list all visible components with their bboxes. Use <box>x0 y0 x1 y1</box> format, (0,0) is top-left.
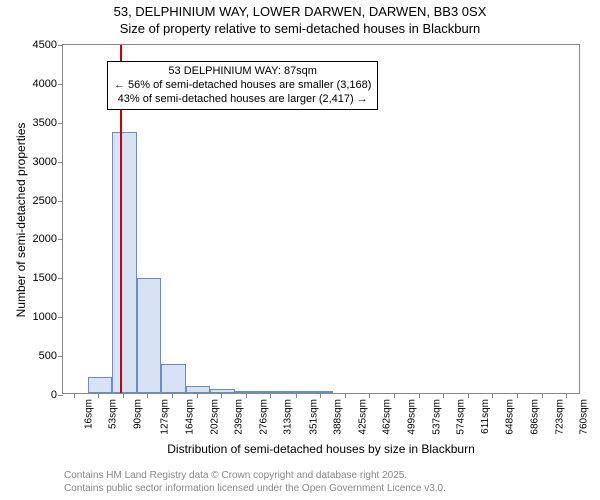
x-tick-label: 686sqm <box>530 399 541 435</box>
histogram-bar <box>161 364 186 393</box>
x-tick-mark <box>98 393 99 398</box>
x-tick-label: 388sqm <box>332 399 343 435</box>
y-tick-mark <box>58 356 63 357</box>
annotation-line-3: 43% of semi-detached houses are larger (… <box>114 93 371 107</box>
x-tick-mark <box>345 393 346 398</box>
x-tick-mark <box>296 393 297 398</box>
y-tick-label: 1000 <box>33 311 57 323</box>
y-tick-label: 4500 <box>33 39 57 51</box>
annotation-line-1: 53 DELPHINIUM WAY: 87sqm <box>114 65 371 79</box>
y-tick-label: 3000 <box>33 156 57 168</box>
title-block: 53, DELPHINIUM WAY, LOWER DARWEN, DARWEN… <box>0 0 600 38</box>
x-tick-label: 90sqm <box>132 399 143 429</box>
y-tick-mark <box>58 162 63 163</box>
x-tick-mark <box>147 393 148 398</box>
x-tick-mark <box>419 393 420 398</box>
x-tick-mark <box>172 393 173 398</box>
x-tick-label: 760sqm <box>579 399 590 435</box>
x-tick-mark <box>468 393 469 398</box>
x-tick-label: 164sqm <box>184 399 195 435</box>
title-line-1: 53, DELPHINIUM WAY, LOWER DARWEN, DARWEN… <box>0 4 600 21</box>
y-tick-label: 3500 <box>33 117 57 129</box>
x-axis-label: Distribution of semi-detached houses by … <box>62 442 580 456</box>
title-line-2: Size of property relative to semi-detach… <box>0 21 600 38</box>
y-tick-mark <box>58 317 63 318</box>
x-tick-label: 276sqm <box>258 399 269 435</box>
x-tick-label: 462sqm <box>381 399 392 435</box>
x-tick-mark <box>246 393 247 398</box>
footer-line-2: Contains public sector information licen… <box>64 483 446 496</box>
y-tick-label: 0 <box>51 389 57 401</box>
y-tick-mark <box>58 84 63 85</box>
x-tick-label: 648sqm <box>505 399 516 435</box>
x-tick-label: 537sqm <box>431 399 442 435</box>
x-tick-label: 202sqm <box>209 399 220 435</box>
annotation-line-2: ← 56% of semi-detached houses are smalle… <box>114 79 371 93</box>
x-tick-mark <box>197 393 198 398</box>
y-tick-mark <box>58 201 63 202</box>
y-tick-mark <box>58 278 63 279</box>
x-tick-mark <box>492 393 493 398</box>
x-tick-label: 313sqm <box>283 399 294 435</box>
y-axis-label: Number of semi-detached properties <box>14 123 28 318</box>
x-tick-label: 723sqm <box>554 399 565 435</box>
y-tick-mark <box>58 45 63 46</box>
histogram-bar <box>186 386 211 393</box>
x-tick-mark <box>74 393 75 398</box>
x-tick-label: 499sqm <box>406 399 417 435</box>
x-tick-mark <box>221 393 222 398</box>
x-tick-mark <box>123 393 124 398</box>
x-tick-label: 239sqm <box>234 399 245 435</box>
x-tick-label: 53sqm <box>108 399 119 429</box>
x-tick-mark <box>566 393 567 398</box>
histogram-bar <box>88 377 113 393</box>
y-tick-mark <box>58 123 63 124</box>
x-tick-mark <box>542 393 543 398</box>
histogram-bar <box>137 278 162 393</box>
x-tick-mark <box>443 393 444 398</box>
annotation-box: 53 DELPHINIUM WAY: 87sqm ← 56% of semi-d… <box>107 61 378 110</box>
footer-line-1: Contains HM Land Registry data © Crown c… <box>64 470 446 483</box>
y-tick-label: 500 <box>39 350 57 362</box>
plot-area: 53 DELPHINIUM WAY: 87sqm ← 56% of semi-d… <box>62 44 580 394</box>
x-tick-mark <box>320 393 321 398</box>
x-tick-mark <box>517 393 518 398</box>
chart-container: 53, DELPHINIUM WAY, LOWER DARWEN, DARWEN… <box>0 0 600 500</box>
x-tick-mark <box>270 393 271 398</box>
y-tick-label: 4000 <box>33 78 57 90</box>
histogram-bar <box>235 391 260 393</box>
x-tick-mark <box>369 393 370 398</box>
x-tick-label: 611sqm <box>480 399 491 434</box>
y-tick-label: 2000 <box>33 233 57 245</box>
y-tick-mark <box>58 239 63 240</box>
x-tick-label: 574sqm <box>456 399 467 435</box>
x-tick-label: 16sqm <box>83 399 94 429</box>
y-tick-label: 1500 <box>33 272 57 284</box>
footer-attribution: Contains HM Land Registry data © Crown c… <box>64 470 446 495</box>
y-tick-mark <box>58 395 63 396</box>
x-tick-mark <box>394 393 395 398</box>
x-tick-label: 351sqm <box>308 399 319 435</box>
x-tick-label: 127sqm <box>159 399 170 435</box>
histogram-bar <box>112 132 137 393</box>
x-tick-label: 425sqm <box>357 399 368 435</box>
y-tick-label: 2500 <box>33 195 57 207</box>
